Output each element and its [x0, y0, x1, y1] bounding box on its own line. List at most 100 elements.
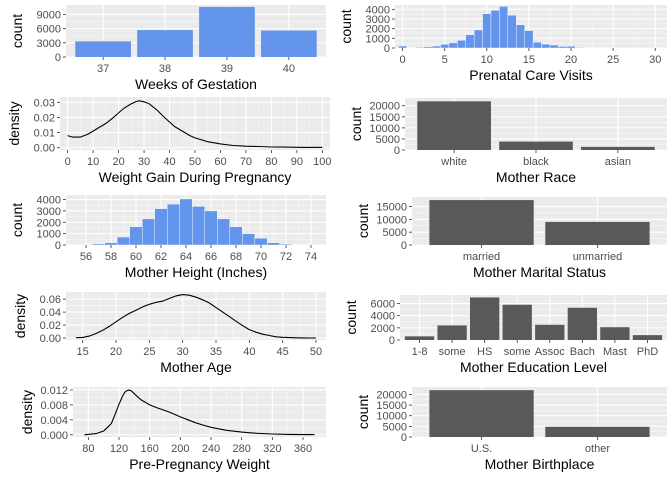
x-tick-label: 60 [130, 251, 142, 263]
bar-1-8 [404, 336, 435, 340]
x-tick-label: 72 [280, 251, 292, 263]
y-axis-title: count [9, 203, 25, 237]
bar-black [499, 141, 573, 150]
x-axis-title: Mother Birthplace [485, 456, 595, 472]
histogram-bar [457, 40, 466, 49]
histogram-bar [507, 14, 517, 49]
y-tick-label: 20000 [369, 101, 400, 113]
histogram-bar [192, 206, 205, 246]
y-tick-label: 6000 [371, 299, 395, 311]
x-tick-label: 68 [230, 251, 242, 263]
x-axis-title: Prenatal Care Visits [469, 67, 592, 83]
bar-married [429, 200, 534, 245]
histogram-bar [465, 34, 475, 49]
bar-38 [137, 30, 193, 57]
x-tick-label: Mast [603, 346, 627, 358]
x-tick-label: 60 [214, 156, 226, 168]
y-tick-label: 10000 [376, 411, 407, 423]
histogram-bar [242, 233, 255, 246]
x-tick-label: some [439, 346, 466, 358]
bar-Mast [600, 327, 630, 340]
histogram-bar [217, 218, 230, 246]
x-tick-label: 160 [140, 443, 158, 455]
x-axis-title: Weeks of Gestation [135, 76, 257, 92]
x-tick-label: 80 [82, 443, 94, 455]
x-tick-label: 39 [221, 63, 233, 75]
y-tick-label: 0 [384, 43, 390, 55]
bar-asian [581, 146, 655, 150]
histogram-bar [179, 198, 193, 246]
x-tick-label: 90 [291, 156, 303, 168]
x-tick-label: 100 [313, 156, 331, 168]
y-tick-label: 9000 [37, 9, 61, 21]
x-tick-label: 15 [77, 346, 89, 358]
x-tick-label: 35 [210, 346, 222, 358]
panel-background [73, 387, 326, 437]
x-tick-label: 120 [110, 443, 128, 455]
bar-PhD [632, 335, 663, 340]
y-tick-label: 3000 [37, 38, 61, 50]
chart-panel-9: 0.000 0.004 0.008 0.012 80 120 160 200 240 280 320… [19, 385, 326, 472]
y-tick-label: 15000 [369, 112, 400, 124]
y-axis-title: density [12, 294, 28, 338]
bar-39 [199, 6, 255, 58]
histogram-bar [142, 218, 155, 246]
y-tick-label: 0 [401, 432, 407, 444]
x-tick-label: 70 [240, 156, 252, 168]
x-tick-label: 74 [305, 251, 317, 263]
histogram-bar [532, 42, 542, 49]
x-tick-label: 25 [143, 346, 155, 358]
y-tick-label: 5000 [383, 421, 407, 433]
y-tick-label: 3000 [37, 206, 61, 218]
x-tick-label: 320 [263, 443, 281, 455]
histogram-bar [440, 44, 450, 49]
y-tick-label: 4000 [366, 4, 390, 16]
x-tick-label: black [523, 156, 549, 168]
histogram-bar [398, 45, 407, 49]
x-tick-label: HS [477, 346, 492, 358]
y-tick-label: 4000 [37, 195, 61, 207]
histogram-bar [575, 47, 584, 49]
bar-unmarried [545, 221, 650, 245]
bar-other [545, 426, 650, 437]
x-tick-label: 240 [202, 443, 220, 455]
x-tick-label: 20 [110, 346, 122, 358]
y-tick-label: 0.00 [34, 143, 55, 155]
x-tick-label: 40 [163, 156, 175, 168]
y-tick-label: 10000 [376, 214, 407, 226]
x-axis-title: Pre-Pregnancy Weight [129, 456, 270, 472]
x-axis-title: Mother Height (Inches) [125, 264, 267, 280]
x-axis-title: Mother Race [496, 169, 576, 185]
x-tick-label: 0 [65, 156, 71, 168]
x-axis-title: Mother Age [160, 359, 232, 375]
x-tick-label: 80 [265, 156, 277, 168]
y-tick-label: 0 [394, 145, 400, 157]
bar-white [417, 101, 491, 150]
y-tick-label: 0.06 [40, 294, 61, 306]
x-tick-label: 45 [277, 346, 289, 358]
histogram-bar [473, 29, 483, 49]
x-tick-label: 1-8 [412, 346, 428, 358]
histogram-bar [267, 242, 280, 246]
y-axis-title: density [6, 101, 22, 145]
x-tick-label: 40 [243, 346, 255, 358]
x-tick-label: 70 [255, 251, 267, 263]
y-tick-label: 2000 [366, 24, 390, 36]
histogram-bar [558, 46, 567, 49]
x-tick-label: 50 [189, 156, 201, 168]
y-tick-label: 1000 [366, 33, 390, 45]
x-tick-label: 56 [80, 251, 92, 263]
x-tick-label: 50 [310, 346, 322, 358]
y-tick-label: 0.02 [34, 112, 55, 124]
y-tick-label: 0.008 [40, 400, 68, 412]
x-tick-label: Bach [570, 346, 595, 358]
histogram-bar [566, 45, 576, 49]
y-tick-label: 15000 [376, 400, 407, 412]
histogram-bar [499, 6, 509, 49]
x-tick-label: 10 [87, 156, 99, 168]
x-tick-label: U.S. [471, 443, 492, 455]
